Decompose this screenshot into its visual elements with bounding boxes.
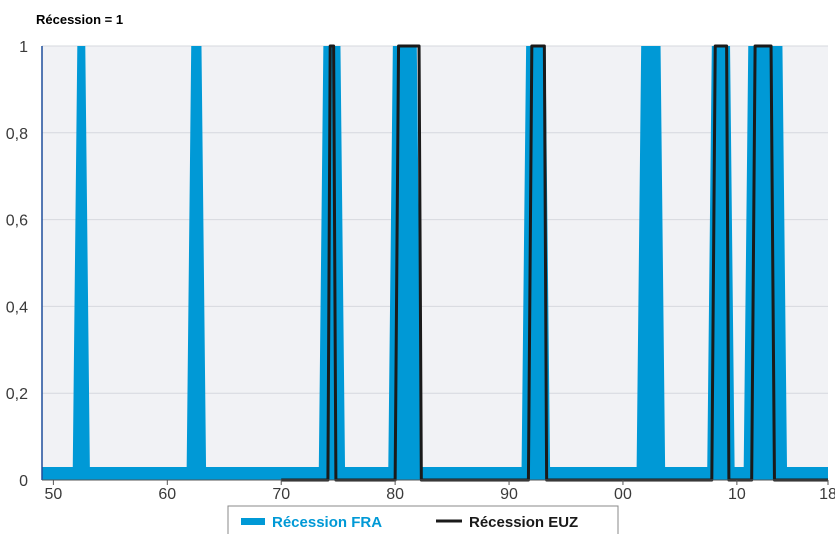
y-tick-label-5: 1 xyxy=(19,39,28,56)
x-ticks: 50 60 70 80 90 00 10 18 xyxy=(44,480,835,503)
y-axis-title: Récession = 1 xyxy=(36,12,123,27)
x-tick-label-6: 10 xyxy=(728,486,746,503)
legend-label-fra: Récession FRA xyxy=(272,514,382,531)
series-line-euz xyxy=(281,44,828,482)
y-tick-label-3: 0,6 xyxy=(6,213,28,230)
x-tick-label-7: 18 xyxy=(819,486,835,503)
y-ticks: 0 0,2 0,4 0,6 0,8 1 xyxy=(6,39,28,490)
legend-swatch-fra xyxy=(241,518,265,525)
x-tick-label-0: 50 xyxy=(44,486,62,503)
series-area-fra xyxy=(42,46,828,480)
y-tick-label-2: 0,4 xyxy=(6,299,28,316)
plot-background xyxy=(42,46,828,480)
grid-lines xyxy=(42,45,828,394)
y-tick-label-0: 0 xyxy=(19,473,28,490)
x-tick-label-3: 80 xyxy=(386,486,404,503)
x-tick-label-4: 90 xyxy=(500,486,518,503)
legend: Récession FRA Récession EUZ xyxy=(227,505,619,534)
legend-box xyxy=(227,505,619,534)
x-tick-label-1: 60 xyxy=(158,486,176,503)
x-tick-label-2: 70 xyxy=(272,486,290,503)
series-layer xyxy=(42,44,828,482)
legend-label-euz: Récession EUZ xyxy=(469,514,578,531)
x-tick-label-5: 00 xyxy=(614,486,632,503)
y-tick-label-1: 0,2 xyxy=(6,386,28,403)
y-tick-label-4: 0,8 xyxy=(6,126,28,143)
